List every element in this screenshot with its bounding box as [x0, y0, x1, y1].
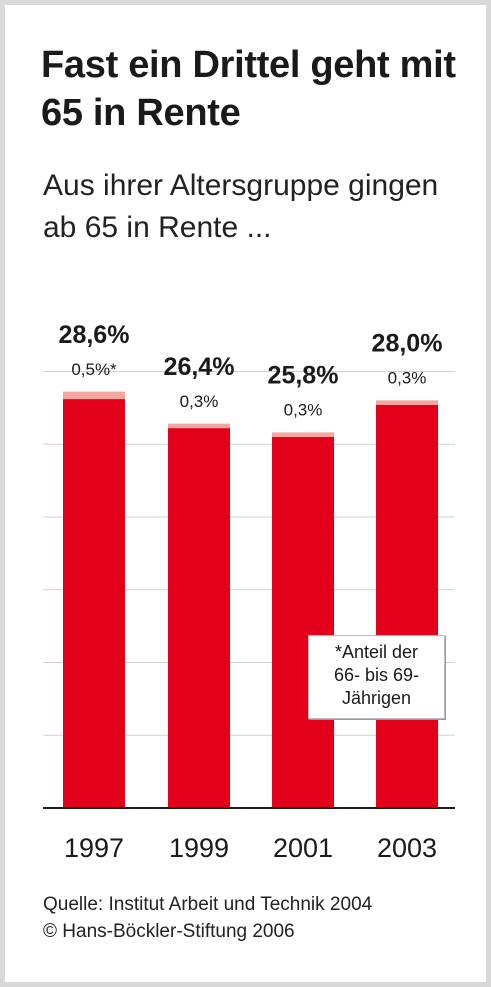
chart-title: Fast ein Drittel geht mit 65 in Rente [41, 44, 456, 134]
value-label: 28,0% [372, 330, 443, 358]
share-label: 0,3% [284, 401, 323, 420]
bar-top-segment [376, 400, 438, 405]
bar [272, 432, 334, 808]
bar-top-segment [168, 423, 230, 429]
bar [168, 423, 230, 808]
source-line: Quelle: Institut Arbeit und Technik 2004 [43, 894, 373, 915]
bar-top-segment [272, 432, 334, 437]
footnote-box: *Anteil der 66- bis 69- Jährigen [308, 635, 445, 719]
value-label: 25,8% [268, 362, 339, 390]
copyright-line: © Hans-Böckler-Stiftung 2006 [43, 921, 295, 942]
share-label: 0,3% [388, 369, 427, 388]
x-tick-label: 2001 [273, 833, 333, 863]
value-label: 26,4% [164, 353, 235, 381]
x-tick-label: 1997 [64, 833, 124, 863]
bar [63, 391, 125, 808]
source-block: Quelle: Institut Arbeit und Technik 2004… [43, 891, 473, 945]
bar [376, 400, 438, 808]
x-tick-label: 2003 [377, 833, 437, 863]
bar-chart: 28,6% 0,5%* 1997 26,4% 0,3% 1999 25,8% 0,3% 2001… [43, 321, 455, 863]
chart-subtitle: Aus ihrer Altersgruppe gingen ab 65 in R… [43, 169, 439, 244]
x-tick-label: 1999 [169, 833, 229, 863]
value-label: 28,6% [59, 321, 130, 349]
share-label: 0,3% [180, 392, 219, 411]
share-label: 0,5%* [71, 360, 117, 379]
bar-top-segment [63, 391, 125, 400]
